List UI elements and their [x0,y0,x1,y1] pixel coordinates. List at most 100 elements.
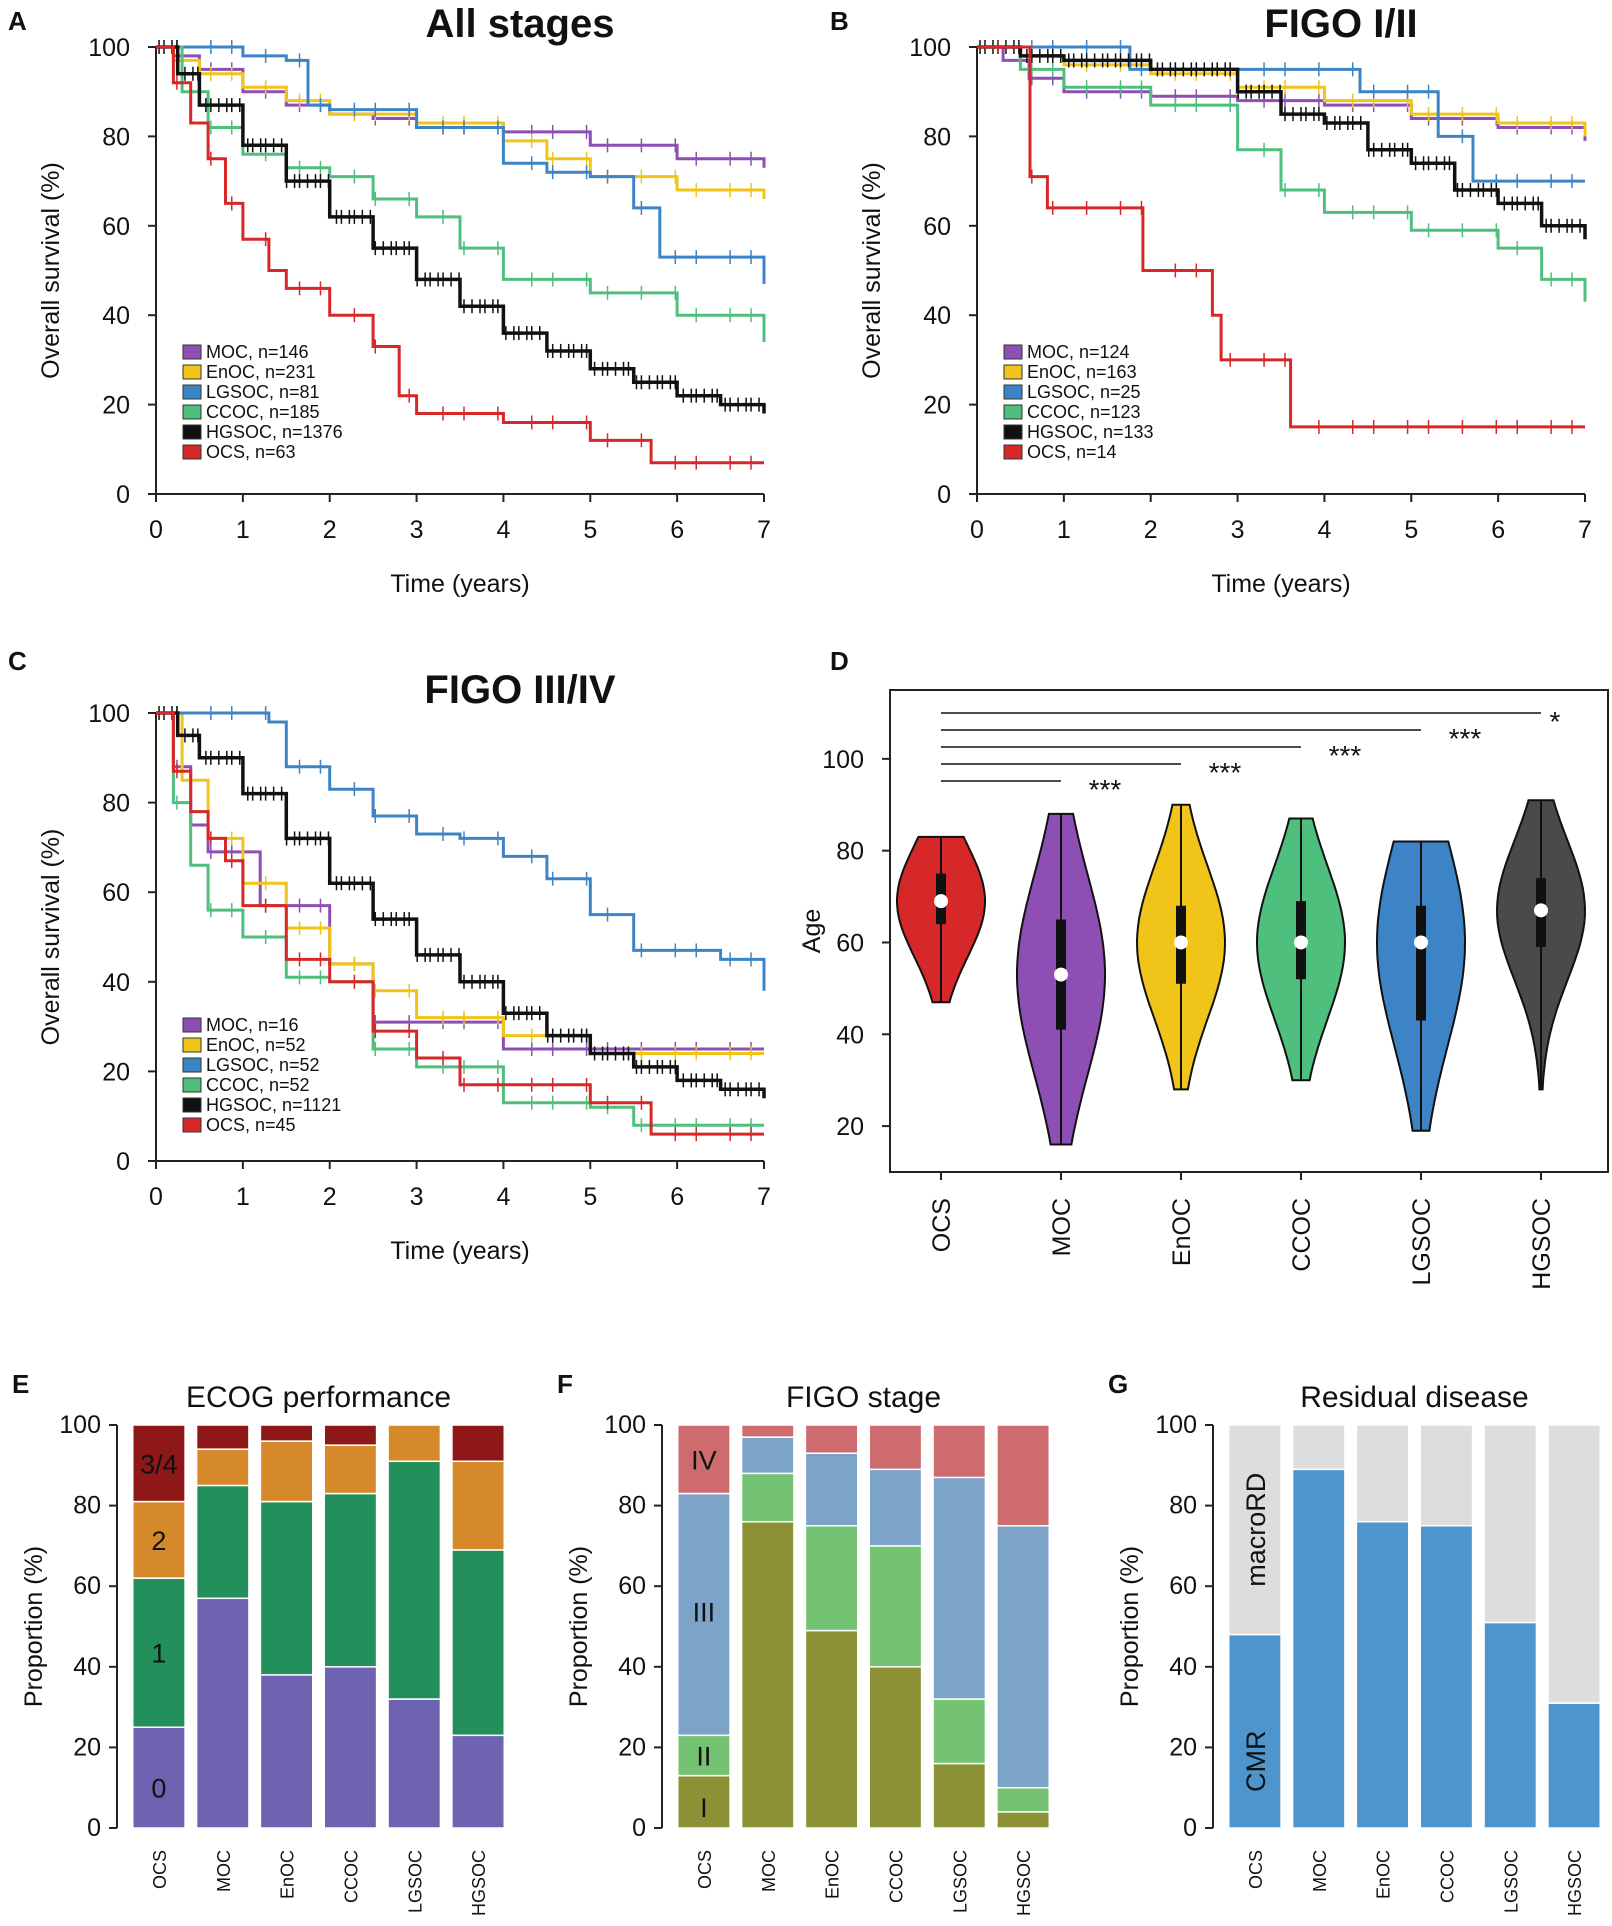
bar-segment-ccoc-macrord [1419,1424,1474,1527]
bar-segment-hgsoc-0 [451,1734,506,1829]
bar-segment-ccoc-cmr [1419,1525,1474,1829]
y-axis-label: Age [798,909,826,953]
survival-curve-moc [156,711,764,1051]
survival-curve-enoc [156,711,764,1055]
bar-segment-moc-macrord [1291,1424,1346,1471]
x-tick-label: 1 [1057,516,1071,544]
y-tick-label: 20 [1169,1733,1197,1761]
x-tick-label: CCOC [1288,1198,1316,1272]
plot-frame [889,689,1609,1173]
violin-median-dot [1534,903,1548,918]
bar-segment-ccoc-iii [868,1468,923,1547]
bar-segment-moc-iv [740,1424,795,1438]
y-tick-label: 0 [937,481,951,509]
x-tick-label: 1 [236,516,250,544]
segment-label: macroRD [1241,1473,1271,1587]
x-tick-label: 3 [410,516,424,544]
legend-swatch-moc [182,1017,202,1033]
x-tick-label: LGSOC [950,1850,970,1913]
x-tick-label: 0 [970,516,984,544]
bar-segment-ocs-i [676,1774,731,1829]
bar-segment-enoc-ii [804,1525,859,1632]
y-tick-label: 20 [836,1113,864,1141]
legend-swatch-lgsoc [182,1057,202,1073]
y-tick-label: 80 [1169,1492,1197,1520]
bar-segment-hgsoc-34 [451,1424,506,1463]
y-axis-label: Proportion (%) [20,1546,48,1707]
bar-segment-lgsoc-i [932,1762,987,1829]
x-tick-label: CCOC [1437,1850,1457,1903]
bar-segment-hgsoc-cmr [1547,1702,1602,1829]
legend-swatch-lgsoc [182,384,202,400]
bar-segment-lgsoc-2 [387,1424,442,1463]
y-tick-label: 0 [1183,1814,1197,1842]
bar-segment-moc-1 [195,1484,250,1600]
bar-segment-hgsoc-1 [451,1549,506,1737]
legend-swatch-hgsoc [182,424,202,440]
legend-label: MOC, n=16 [206,1015,299,1035]
bar-segment-enoc-macrord [1355,1424,1410,1523]
y-tick-label: 100 [909,34,951,62]
bar-segment-moc-2 [195,1448,250,1487]
legend-label: MOC, n=146 [206,342,309,362]
y-tick-label: 80 [102,123,130,151]
y-tick-label: 0 [116,481,130,509]
y-tick-label: 20 [923,392,951,420]
chart-title: FIGO I/II [1264,2,1417,46]
x-tick-label: LGSOC [1408,1198,1436,1286]
legend-label: CCOC, n=52 [206,1075,310,1095]
legend-swatch-ccoc [182,1077,202,1093]
legend-label: CCOC, n=185 [206,402,320,422]
bar-segment-enoc-34 [259,1424,314,1442]
x-axis-label: Time (years) [390,570,529,598]
bar-segment-hgsoc-i [996,1811,1051,1829]
bar-segment-enoc-2 [259,1440,314,1503]
violin-median-dot [1294,935,1308,950]
y-tick-label: 80 [73,1492,101,1520]
x-tick-label: 5 [1404,516,1418,544]
bar-segment-ccoc-1 [323,1492,378,1668]
segment-label: 1 [151,1639,166,1669]
panel-letter-E: E [12,1369,29,1399]
legend-label: LGSOC, n=25 [1027,382,1141,402]
y-tick-label: 20 [102,1058,130,1086]
x-tick-label: 2 [1144,516,1158,544]
bar-segment-ccoc-i [868,1666,923,1829]
y-tick-label: 60 [73,1572,101,1600]
legend-swatch-ocs [182,444,202,460]
segment-label: 3/4 [140,1449,178,1479]
legend-label: LGSOC, n=52 [206,1055,320,1075]
panel-letter-C: C [8,646,27,676]
bar-segment-enoc-iv [804,1424,859,1454]
y-tick-label: 100 [59,1411,101,1439]
x-tick-label: 6 [670,516,684,544]
violin-median-dot [934,894,948,909]
bar-segment-enoc-cmr [1355,1520,1410,1829]
legend-label: OCS, n=45 [206,1115,296,1135]
bar-segment-enoc-i [804,1629,859,1829]
km-panel-C: 0 1 2 3 4 5 6 7 0 20 40 60 80 100 Time (years) Overall … [37,668,771,1265]
y-tick-label: 60 [836,929,864,957]
bar-segment-ccoc-0 [323,1666,378,1829]
survival-curve-enoc [156,45,766,199]
x-axis-label: Time (years) [390,1237,529,1265]
x-tick-label: 3 [1231,516,1245,544]
x-tick-label: MOC [759,1850,779,1892]
bar-segment-ccoc-ii [868,1545,923,1668]
y-tick-label: 60 [923,213,951,241]
chart-title: All stages [426,2,615,46]
y-tick-label: 80 [102,790,130,818]
x-tick-label: OCS [150,1850,170,1889]
bar-segment-moc-34 [195,1424,250,1450]
segment-label: 0 [151,1774,166,1804]
panel-letter-G: G [1108,1369,1128,1399]
bar-segment-hgsoc-iv [996,1424,1051,1527]
legend-label: MOC, n=124 [1027,342,1130,362]
chart-title: FIGO stage [786,1381,941,1414]
x-tick-label: MOC [1048,1198,1076,1256]
x-tick-label: EnOC [1374,1850,1394,1899]
x-tick-label: 5 [583,516,597,544]
